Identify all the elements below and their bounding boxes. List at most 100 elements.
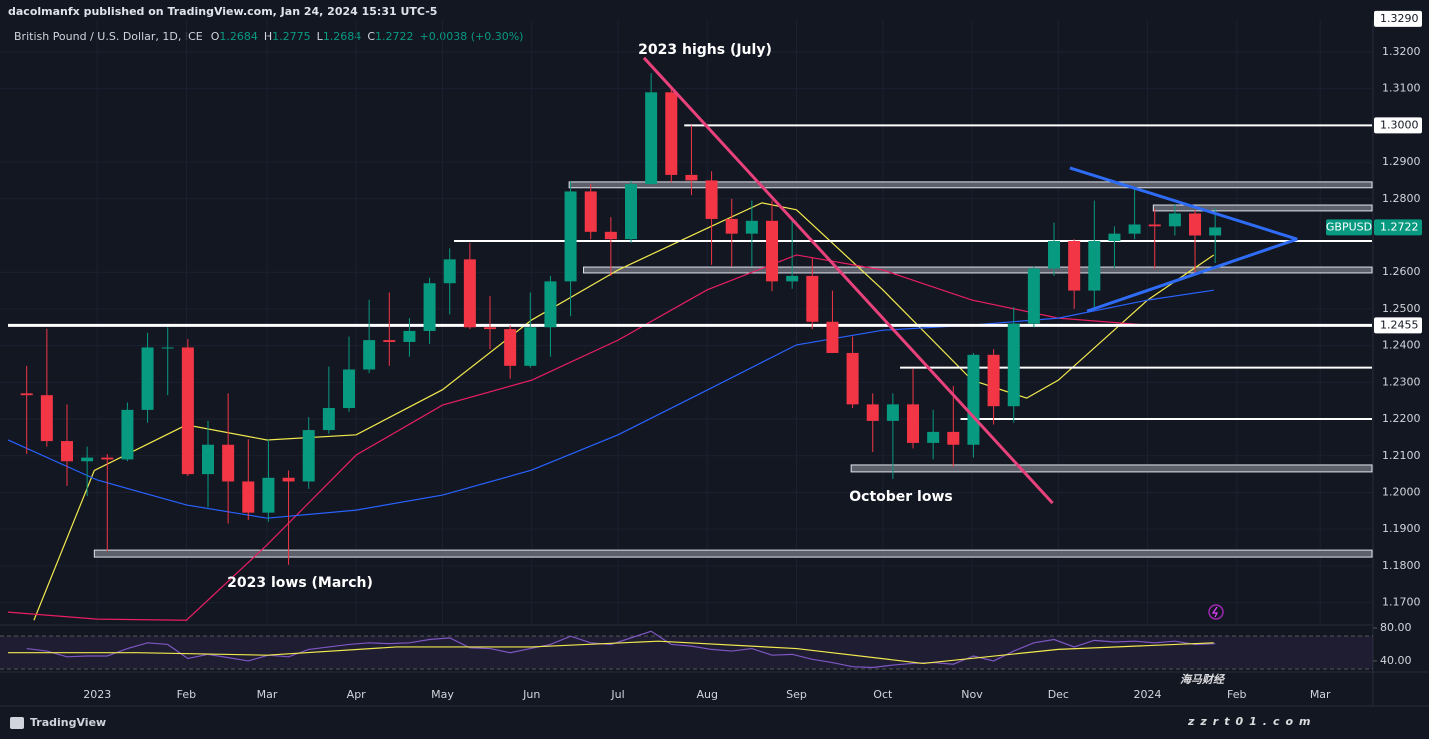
plot-area: [0, 20, 1373, 625]
x-tick-label: Nov: [961, 688, 983, 701]
price-label: 1.3290: [1380, 12, 1419, 25]
candle-body: [141, 347, 154, 410]
candle-body: [504, 329, 517, 366]
annotation: 2023 lows (March): [227, 575, 373, 591]
candle-body: [625, 184, 638, 240]
brand-logo: [10, 717, 24, 729]
trendline: [1086, 237, 1298, 313]
candle-body: [564, 191, 577, 282]
price-label: 1.2455: [1380, 318, 1419, 331]
candle-body: [1048, 241, 1061, 269]
y-tick-label: 1.2100: [1382, 449, 1421, 462]
rsi-signal: [8, 640, 1214, 665]
candle-body: [1027, 268, 1040, 324]
price-label-box: [1374, 10, 1422, 27]
candle-body: [1148, 224, 1161, 227]
candle-body: [826, 321, 839, 353]
y-tick-label: 1.2000: [1382, 485, 1421, 498]
y-tick-label: 1.2900: [1382, 155, 1421, 168]
candle-body: [1128, 224, 1141, 234]
candle-body: [1108, 233, 1121, 242]
x-tick-label: 2023: [83, 688, 111, 701]
legend-change: +0.0038 (+0.30%): [420, 30, 524, 43]
trendline: [642, 56, 1054, 505]
candle-body: [987, 354, 1000, 407]
candle-body: [947, 431, 960, 445]
candle-body: [806, 275, 819, 322]
candle-body: [282, 477, 295, 482]
x-tick-label: Mar: [257, 688, 278, 701]
candle-body: [101, 457, 114, 460]
zone: [568, 181, 1373, 189]
zone: [93, 549, 1373, 558]
candle-body: [866, 404, 879, 421]
candle-body: [484, 327, 497, 330]
candle-body: [524, 327, 537, 366]
y-tick-label: 1.3100: [1382, 82, 1421, 95]
candle-body: [1007, 323, 1020, 407]
x-tick-label: Apr: [347, 688, 367, 701]
alert-icon[interactable]: [1208, 604, 1224, 620]
y-tick-label: 1.3200: [1382, 45, 1421, 58]
candle-body: [40, 395, 53, 442]
y-tick-label: 1.1700: [1382, 596, 1421, 609]
candle-body: [343, 369, 355, 409]
price-label: 1.2722: [1380, 220, 1419, 233]
candle-body: [665, 92, 678, 175]
price-label-box: [1374, 117, 1422, 134]
candle-body: [725, 218, 738, 234]
candle-body: [927, 431, 940, 443]
candle-body: [201, 444, 214, 475]
x-tick-label: Jul: [610, 688, 624, 701]
annotation: 2023 highs (July): [638, 42, 772, 58]
candle-body: [181, 347, 194, 475]
symbol-label-box: [1326, 219, 1372, 236]
candle-body: [20, 393, 33, 396]
candle-body: [161, 347, 174, 349]
zone: [1152, 204, 1373, 212]
candle-body: [363, 340, 376, 370]
candle-body: [967, 354, 980, 445]
legend-ohlc-value: 1.2684: [323, 30, 362, 43]
candle-body: [383, 340, 396, 342]
candle-body: [1088, 241, 1101, 291]
candle-body: [322, 408, 335, 431]
x-tick-label: Feb: [177, 688, 196, 701]
candle-body: [846, 352, 859, 405]
x-tick-label: Oct: [873, 688, 893, 701]
y-tick-label: 1.1800: [1382, 559, 1421, 572]
legend-symbol: British Pound / U.S. Dollar, 1D, ICE: [14, 30, 203, 43]
watermark-site: zzrt01.com: [1187, 715, 1317, 728]
x-tick-label: Feb: [1227, 688, 1246, 701]
y-tick-label: 1.1900: [1382, 522, 1421, 535]
candle-body: [262, 477, 275, 513]
candle-body: [766, 220, 779, 282]
y-tick-label: 1.2500: [1382, 302, 1421, 315]
candle-body: [645, 92, 658, 185]
legend-ohlc-value: 1.2775: [272, 30, 311, 43]
candle-body: [544, 281, 557, 328]
legend-ohlc-value: 1.2722: [375, 30, 414, 43]
header: dacolmanfx published on TradingView.com,…: [8, 5, 437, 18]
x-tick-label: Sep: [786, 688, 807, 701]
candle-body: [786, 275, 799, 282]
candle-body: [222, 444, 235, 482]
legend-ohlc-key: C: [367, 30, 375, 43]
x-tick-label: May: [431, 688, 454, 701]
x-tick-label: Jun: [522, 688, 540, 701]
x-tick-label: 2024: [1134, 688, 1162, 701]
candle-body: [403, 330, 416, 342]
candle-body: [1168, 213, 1181, 227]
candle-body: [60, 441, 73, 462]
rsi-band: [0, 636, 1373, 669]
x-tick-label: Aug: [697, 688, 718, 701]
legend: British Pound / U.S. Dollar, 1D, ICE O 1.2…: [14, 30, 523, 43]
candle-body: [705, 180, 718, 219]
candle-body: [1068, 241, 1081, 291]
x-tick-label: Mar: [1310, 688, 1331, 701]
candle-body: [121, 409, 134, 460]
moving-average: [33, 202, 1215, 621]
y-tick-label: 1.2300: [1382, 375, 1421, 388]
candle-body: [463, 259, 476, 328]
legend-ohlc-key: O: [211, 30, 220, 43]
